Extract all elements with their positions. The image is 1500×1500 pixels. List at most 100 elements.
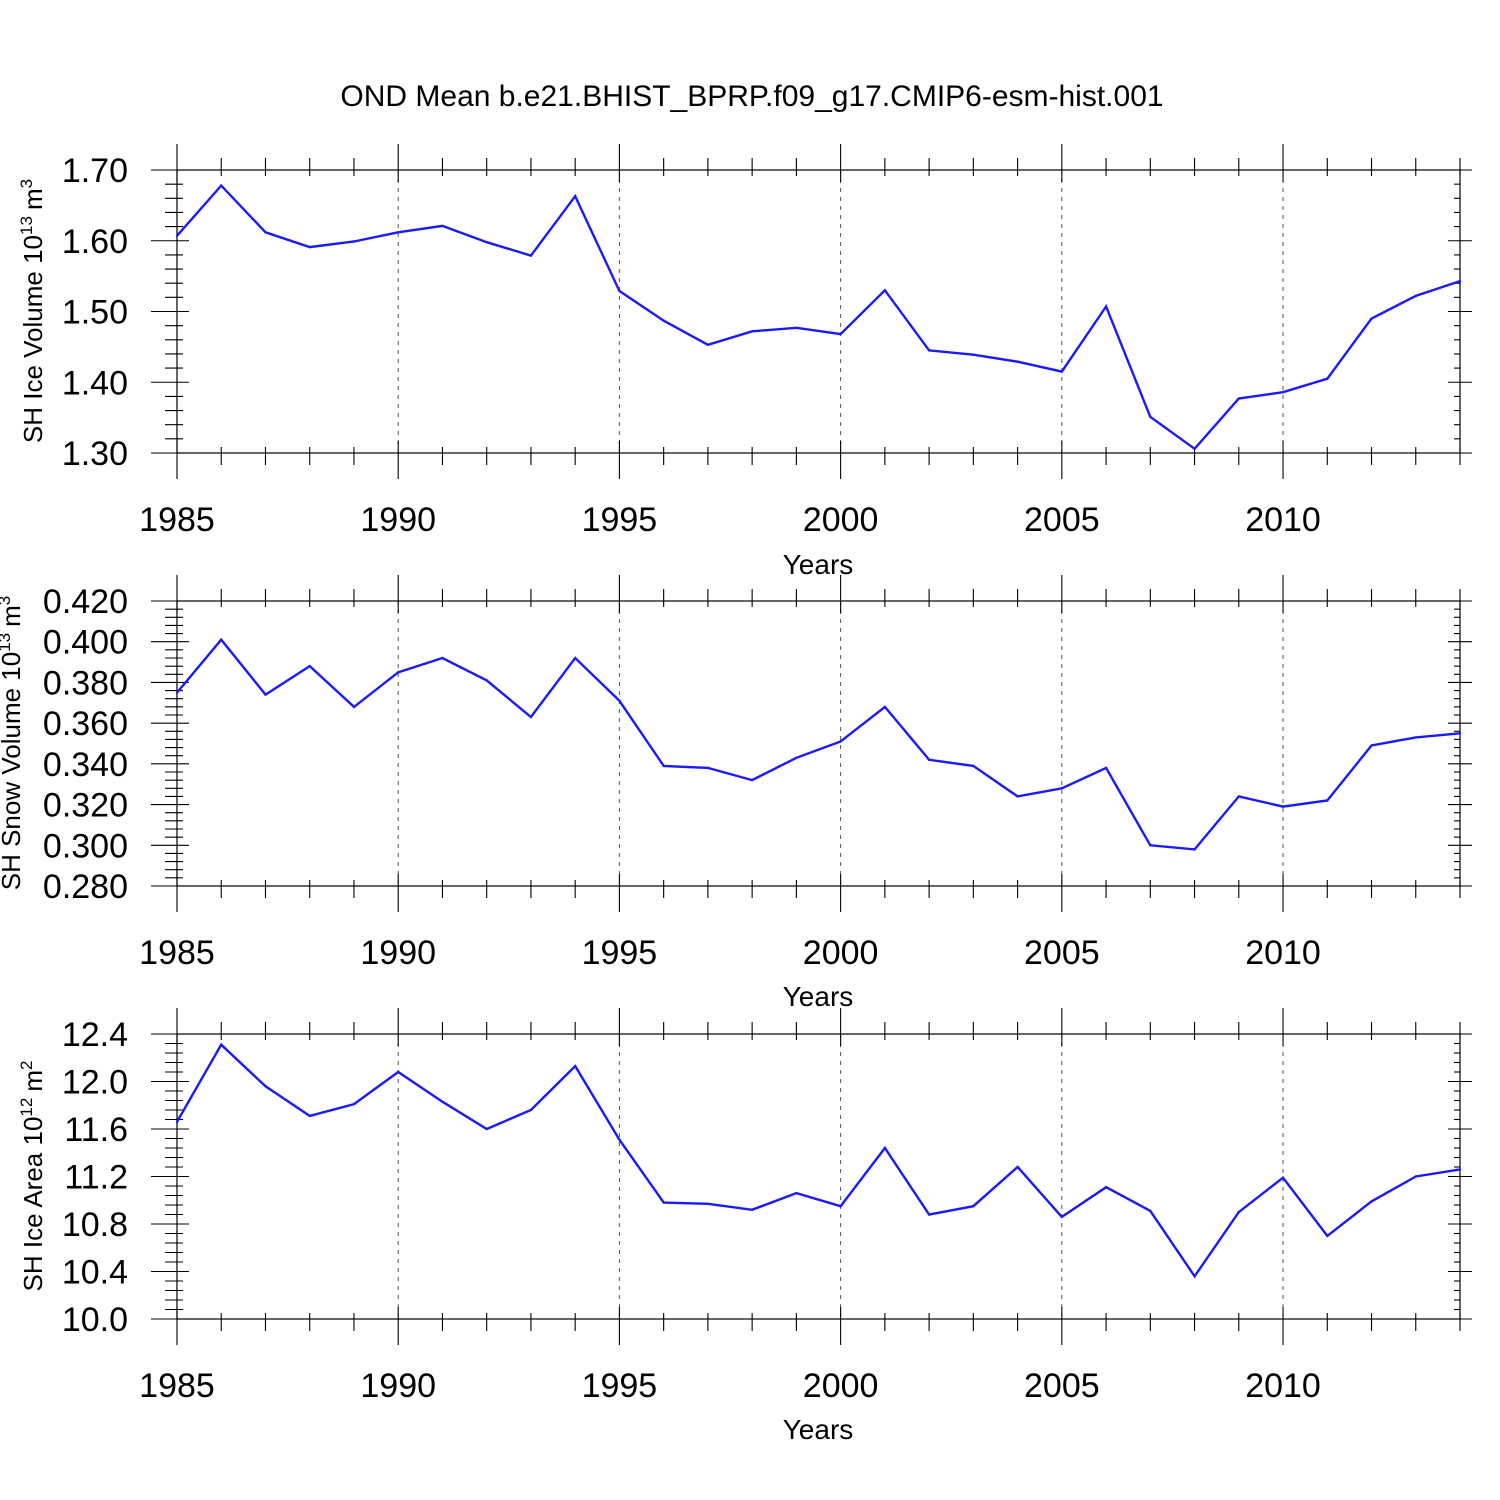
x-tick-label-1990: 1990 [360,501,436,539]
x-tick-label-2010: 2010 [1245,1367,1321,1405]
data-point-2008 [1193,1275,1196,1278]
data-point-1987 [264,231,267,234]
panel-3: 1985 1990 1995 2000 2005 2010 10.0 10.4 10.8 11.2… [17,1008,1472,1445]
data-point-1997 [706,343,710,346]
data-point-2013 [1414,1175,1418,1178]
figure-title: OND Mean b.e21.BHIST_BPRP.f09_g17.CMIP6-… [340,80,1163,113]
data-point-2007 [1149,844,1152,847]
data-point-2004 [1016,360,1019,363]
y-tick-label-1.70: 1.70 [62,152,128,190]
data-point-2005 [1060,370,1064,373]
y-tick-label-0.400: 0.400 [43,624,128,662]
data-point-1988 [308,245,311,249]
y-tick-label-0.360: 0.360 [43,705,128,743]
y-tick-label-11.6: 11.6 [64,1111,128,1149]
data-point-2001 [883,1146,887,1150]
panel-1: 1985 1990 1995 2000 2005 2010 1.30 1.40 1.50 1.60… [17,144,1472,580]
x-axis-label: Years [783,981,854,1012]
data-point-2009 [1237,1210,1241,1214]
data-point-2000 [839,1205,842,1208]
data-point-1991 [441,656,444,660]
data-point-2008 [1193,848,1196,851]
panels: 1985 1990 1995 2000 2005 2010 1.30 1.40 1.50 1.60… [0,144,1472,1445]
y-tick-label-1.50: 1.50 [62,294,128,332]
x-tick-label-1995: 1995 [582,1367,658,1405]
data-point-1997 [706,766,710,770]
y-tick-label-1.60: 1.60 [62,223,128,261]
data-point-1996 [662,764,665,768]
series-line-1 [176,183,1461,451]
data-point-1997 [706,1202,710,1206]
data-point-2010 [1281,391,1285,394]
y-tick-label-11.2: 11.2 [64,1159,128,1197]
data-point-2003 [972,353,975,356]
data-point-1987 [264,1085,267,1088]
data-point-1986 [220,184,223,187]
data-point-1988 [308,1114,311,1118]
y-axis-label: SH Ice Volume 1013 m3 [17,179,48,443]
data-point-1994 [574,1064,577,1068]
y-axis-label-exponent: 13 [0,633,14,652]
data-point-2014 [1458,732,1462,735]
data-point-2001 [883,705,887,709]
y-axis-label: SH Ice Area 1012 m2 [17,1061,48,1292]
y-tick-label-0.420: 0.420 [43,583,128,621]
y-axis-label-unit-exponent: 2 [17,1061,36,1070]
data-point-1986 [220,1043,223,1046]
data-point-1992 [485,679,488,682]
data-point-1992 [485,241,488,244]
data-point-2004 [1016,795,1019,798]
data-point-2013 [1414,294,1418,298]
data-point-1991 [441,224,444,228]
y-axis-label-unit-exponent: 3 [17,179,36,188]
data-point-2005 [1060,1215,1064,1219]
data-point-1988 [308,664,311,668]
data-point-2006 [1104,766,1108,770]
data-point-1993 [529,254,533,257]
x-tick-label-2005: 2005 [1024,1367,1100,1405]
data-point-1995 [618,289,621,293]
x-tick-label-2000: 2000 [803,1367,879,1405]
data-point-2006 [1104,1186,1108,1189]
x-tick-label-2005: 2005 [1024,501,1100,539]
x-tick-label-1985: 1985 [139,501,215,539]
data-point-2009 [1237,795,1241,798]
x-axis-label: Years [783,1414,854,1445]
x-tick-label-2005: 2005 [1024,934,1100,972]
y-tick-label-0.380: 0.380 [43,664,128,702]
data-point-1999 [795,756,798,759]
data-point-2012 [1370,1200,1373,1203]
data-point-2000 [839,740,842,743]
data-point-1987 [264,693,267,696]
data-point-2014 [1458,1168,1462,1171]
data-point-2011 [1326,1234,1329,1238]
data-point-1992 [485,1127,488,1131]
data-point-2012 [1370,317,1373,320]
x-tick-label-2010: 2010 [1245,934,1321,972]
x-tick-label-2000: 2000 [803,934,879,972]
y-tick-label-10.0: 10.0 [62,1301,128,1339]
data-point-1990 [397,231,400,234]
data-point-1994 [574,195,577,198]
series-line-1 [175,1042,1461,1279]
x-tick-label-1985: 1985 [139,934,215,972]
y-tick-label-12.0: 12.0 [62,1064,128,1102]
data-point-2010 [1281,805,1285,808]
data-point-1993 [529,715,533,719]
plot-frame [176,600,1461,887]
x-axis-label: Years [783,549,854,580]
x-tick-label-1990: 1990 [360,934,436,972]
data-point-1985 [175,1120,179,1124]
y-axis-label-unit-exponent: 3 [0,596,14,605]
data-point-2013 [1414,736,1418,739]
plot-frame [176,1033,1461,1320]
data-point-2002 [927,349,931,352]
data-point-2011 [1326,799,1329,802]
data-point-1985 [175,234,179,237]
plot-frame [176,169,1461,454]
y-axis-label-unit: m [0,605,26,627]
y-axis-label-unit: m [18,1070,48,1092]
panel-2: 1985 1990 1995 2000 2005 20100.2800.3000.3200… [0,575,1472,1012]
y-axis-label-base: SH Ice Area 10 [18,1117,48,1292]
